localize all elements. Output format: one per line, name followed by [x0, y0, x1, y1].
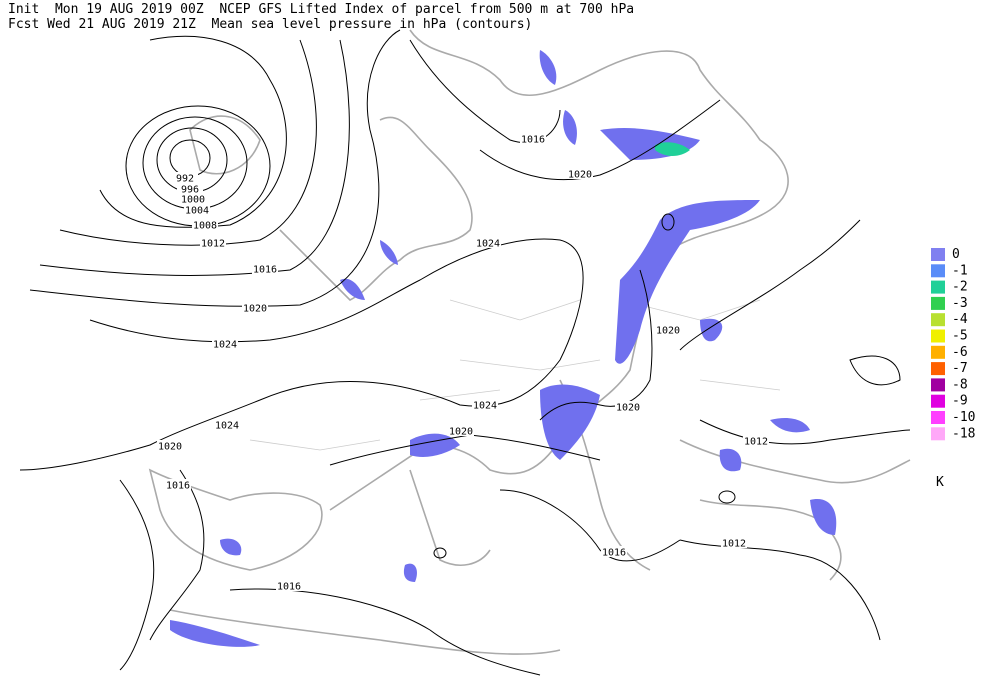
contour-label-bg: [721, 537, 747, 548]
legend-swatch: [931, 427, 945, 441]
legend-swatch: [931, 329, 945, 343]
contour-label-bg: [157, 440, 183, 451]
header-line: Init Mon 19 AUG 2019 00Z NCEP GFS Lifted…: [8, 2, 634, 17]
contour-label-bg: [655, 324, 681, 335]
legend-label: -3: [952, 296, 968, 311]
legend-swatch: [931, 345, 945, 359]
contour-label-bg: [242, 302, 268, 313]
contour-label-bg: [177, 183, 203, 194]
contour-label: 1016: [277, 582, 301, 593]
contour-label: 1016: [602, 548, 626, 559]
contour-label-bg: [165, 479, 191, 490]
contour-label: 1016: [253, 265, 277, 276]
lifted-index-areas: [170, 50, 837, 647]
contour-label-bg: [184, 204, 210, 215]
legend-label: -9: [952, 394, 968, 409]
contour-label-bg: [200, 237, 226, 248]
contour-label-bg: [472, 399, 498, 410]
legend-label: -6: [952, 345, 968, 360]
legend-label: -18: [952, 426, 975, 441]
contour-label: 1020: [568, 170, 592, 181]
legend-swatch: [931, 280, 945, 294]
contour-label: 1024: [213, 340, 237, 351]
legend-swatch: [931, 248, 945, 261]
legend-label: -7: [952, 361, 968, 376]
contour-label-bg: [475, 237, 501, 248]
contour-label-bg: [615, 401, 641, 412]
legend-label: 0: [952, 247, 960, 262]
legend-unit: K: [936, 475, 944, 490]
contour-label-bg: [180, 193, 206, 204]
contour-label-bg: [172, 172, 198, 183]
contour-label-bg: [192, 219, 218, 230]
contour-label: 1012: [722, 539, 746, 550]
contour-label: 1020: [616, 403, 640, 414]
contour-label: 1024: [473, 401, 497, 412]
legend-swatch: [931, 313, 945, 327]
legend-label: -2: [952, 280, 968, 295]
contour-label: 1000: [181, 195, 205, 206]
contour-label: 1024: [476, 239, 500, 250]
contour-label: 1024: [215, 421, 239, 432]
legend-swatch: [931, 296, 945, 310]
contour-label: 1020: [656, 326, 680, 337]
contour-label: 1004: [185, 206, 209, 217]
contour-label: 1020: [449, 427, 473, 438]
legend-label: -10: [952, 410, 975, 425]
legend-swatch: [931, 394, 945, 408]
legend-label: -1: [952, 263, 968, 278]
legend-swatch: [931, 264, 945, 278]
contour-label: 992: [176, 174, 194, 185]
contour-label: 1016: [521, 135, 545, 146]
contour-label: 1016: [166, 481, 190, 492]
legend-label: -4: [952, 312, 968, 327]
contour-label-bg: [520, 133, 546, 144]
legend-label: -5: [952, 329, 968, 344]
contour-label: 996: [181, 185, 199, 196]
contour-label-bg: [212, 338, 238, 349]
contour-label: 1012: [201, 239, 225, 250]
isobars: [19, 29, 911, 676]
contour-label: 1020: [243, 304, 267, 315]
contour-label-bg: [601, 546, 627, 557]
contour-label-bg: [276, 580, 302, 591]
header-line: Fcst Wed 21 AUG 2019 21Z Mean sea level …: [8, 17, 532, 32]
contour-label: 1008: [193, 221, 217, 232]
legend-swatch: [931, 362, 945, 376]
legend-swatch: [931, 411, 945, 424]
contour-label: 1012: [744, 437, 768, 448]
contour-label-bg: [448, 425, 474, 436]
contour-label-bg: [567, 168, 593, 179]
legend-swatch: [931, 378, 945, 392]
contour-label-bg: [252, 263, 278, 274]
contour-label-bg: [743, 435, 769, 446]
contour-label-bg: [214, 419, 240, 430]
contour-label: 1020: [158, 442, 182, 453]
coastlines: [148, 29, 911, 655]
legend-label: -8: [952, 377, 968, 392]
